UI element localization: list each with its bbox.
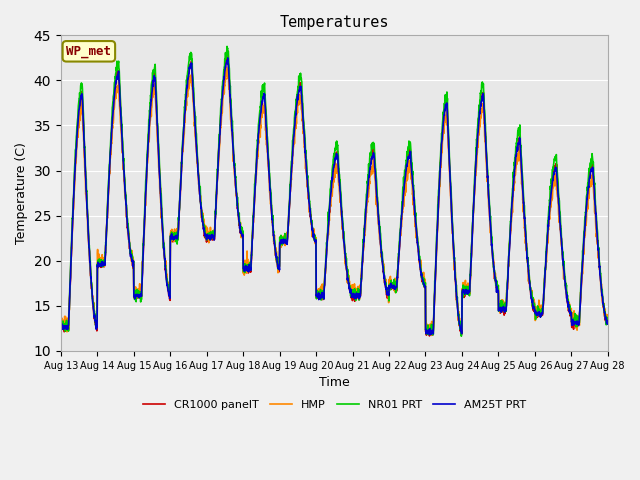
CR1000 panelT <box>493 290 501 296</box>
NR01 PRT <box>350 292 358 298</box>
CR1000 panelT <box>350 292 358 298</box>
HMP <box>572 315 579 321</box>
CR1000 panelT <box>556 216 564 221</box>
AM25T PRT <box>350 291 358 297</box>
Line: NR01 PRT: NR01 PRT <box>61 47 608 336</box>
AM25T PRT <box>57 325 65 331</box>
NR01 PRT <box>604 317 612 323</box>
NR01 PRT <box>556 210 564 216</box>
HMP <box>223 64 230 70</box>
CR1000 panelT <box>426 333 433 339</box>
CR1000 panelT <box>604 320 612 325</box>
CR1000 panelT <box>223 53 230 59</box>
NR01 PRT <box>223 44 231 49</box>
HMP <box>57 316 65 322</box>
AM25T PRT <box>556 220 564 226</box>
HMP <box>604 318 612 324</box>
CR1000 panelT <box>362 204 370 210</box>
HMP <box>556 225 564 230</box>
NR01 PRT <box>209 231 217 237</box>
NR01 PRT <box>493 285 501 291</box>
X-axis label: Time: Time <box>319 376 349 389</box>
Y-axis label: Temperature (C): Temperature (C) <box>15 142 28 244</box>
NR01 PRT <box>458 333 465 339</box>
Text: WP_met: WP_met <box>67 45 111 58</box>
Legend: CR1000 panelT, HMP, NR01 PRT, AM25T PRT: CR1000 panelT, HMP, NR01 PRT, AM25T PRT <box>138 396 531 415</box>
HMP <box>493 284 501 290</box>
AM25T PRT <box>493 288 501 294</box>
Line: AM25T PRT: AM25T PRT <box>61 58 608 335</box>
HMP <box>362 204 370 210</box>
NR01 PRT <box>362 200 370 205</box>
AM25T PRT <box>572 320 579 326</box>
HMP <box>350 285 358 291</box>
HMP <box>209 228 217 233</box>
CR1000 panelT <box>209 234 217 240</box>
AM25T PRT <box>604 321 612 326</box>
NR01 PRT <box>57 316 65 322</box>
Line: HMP: HMP <box>61 67 608 336</box>
Line: CR1000 panelT: CR1000 panelT <box>61 56 608 336</box>
NR01 PRT <box>572 311 579 316</box>
Title: Temperatures: Temperatures <box>280 15 389 30</box>
CR1000 panelT <box>57 316 65 322</box>
CR1000 panelT <box>572 320 579 325</box>
AM25T PRT <box>209 235 217 241</box>
AM25T PRT <box>224 55 232 61</box>
HMP <box>428 333 435 338</box>
AM25T PRT <box>426 332 433 338</box>
AM25T PRT <box>362 204 370 210</box>
